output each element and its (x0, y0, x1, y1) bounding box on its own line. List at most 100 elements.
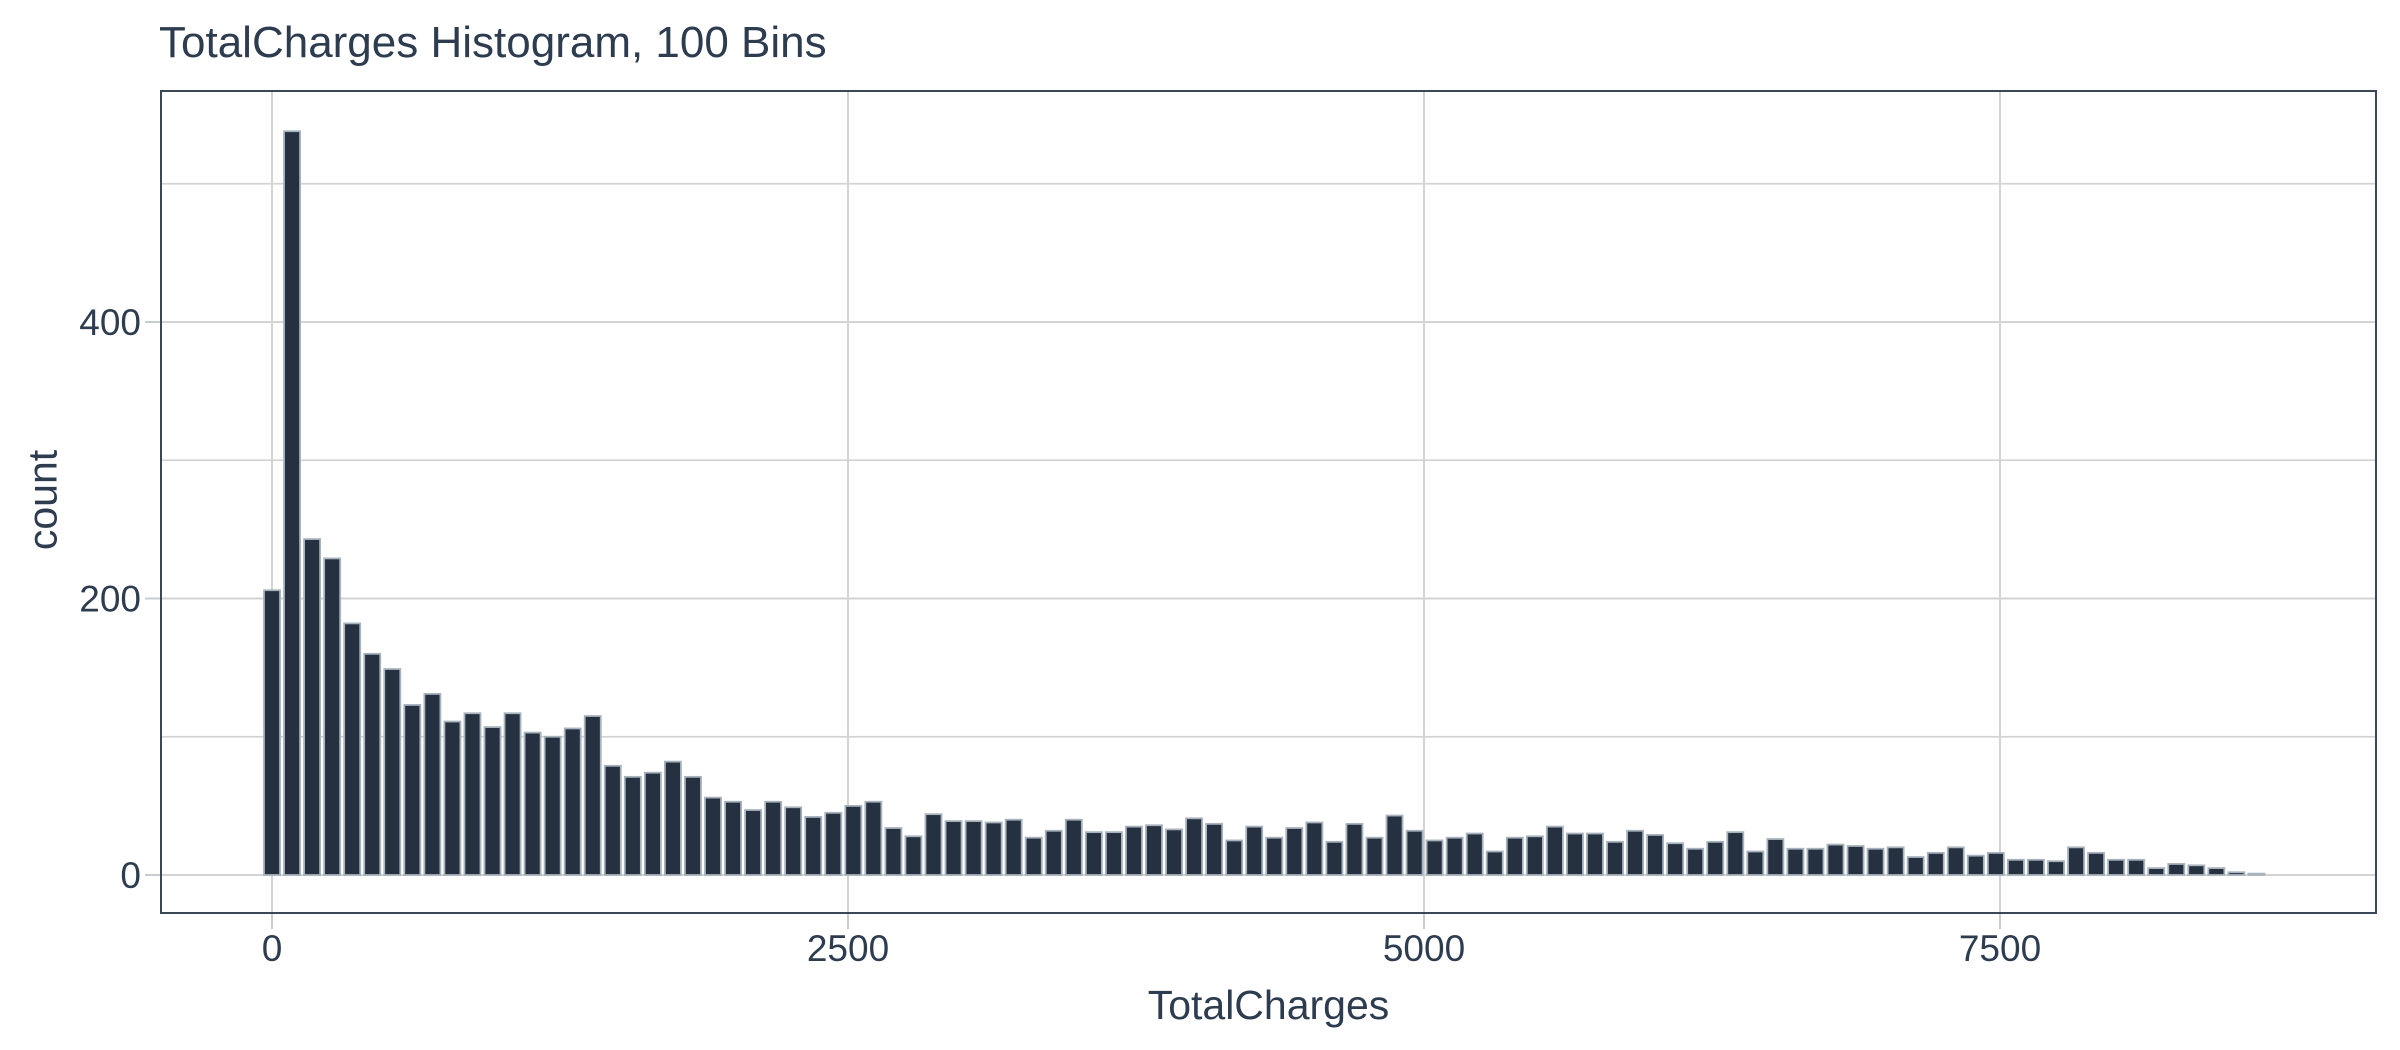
histogram-bar (864, 800, 883, 876)
histogram-bar (2047, 860, 2065, 876)
y-axis-title: count (19, 449, 66, 551)
histogram-bar (1726, 831, 1745, 876)
histogram-bar (1084, 831, 1103, 876)
histogram-bar (623, 775, 642, 876)
histogram-bar (944, 820, 963, 876)
histogram-bar (1125, 825, 1143, 876)
histogram-bar (744, 809, 763, 876)
x-axis-title: TotalCharges (1147, 982, 1390, 1028)
y-tick-label: 200 (79, 579, 141, 620)
histogram-bar (884, 827, 903, 876)
x-tick-label: 5000 (1383, 928, 1465, 969)
histogram-bar (503, 712, 522, 876)
histogram-bar (904, 835, 923, 876)
histogram-bar (643, 771, 662, 876)
histogram-bar (363, 652, 382, 876)
histogram-bar (1245, 825, 1264, 876)
x-tick-label: 7500 (1959, 928, 2041, 969)
histogram-bar (463, 712, 482, 876)
histogram-bar (824, 811, 843, 876)
histogram-bar (1646, 834, 1665, 876)
histogram-bar (1165, 828, 1183, 876)
histogram-bar (1004, 818, 1023, 876)
histogram-bar (1886, 846, 1905, 876)
histogram-bar (1926, 851, 1945, 876)
panel-border (160, 90, 2377, 914)
histogram-bar (2227, 871, 2246, 876)
y-tick-label: 400 (79, 302, 141, 343)
histogram-bar (1445, 836, 1464, 876)
histogram-bar (704, 796, 722, 876)
histogram-bar (423, 692, 442, 876)
histogram-bar (1044, 829, 1063, 876)
histogram-bar (1866, 847, 1885, 876)
histogram-bar (1145, 824, 1163, 876)
histogram-bar (764, 800, 783, 876)
histogram-bar (1325, 840, 1344, 876)
histogram-bar (603, 764, 622, 876)
histogram-bar (1545, 825, 1564, 876)
histogram-bar (1626, 829, 1644, 876)
histogram-bar (263, 589, 281, 876)
histogram-bar (664, 760, 682, 876)
histogram-bar (1686, 847, 1705, 876)
histogram-bar (804, 816, 823, 876)
histogram-bar (583, 715, 602, 876)
histogram-bar (2147, 867, 2166, 876)
histogram-bar (2007, 858, 2025, 876)
histogram-bar (1104, 831, 1123, 876)
histogram-bar (984, 821, 1003, 876)
histogram-bar (1586, 832, 1604, 876)
histogram-bar (1205, 822, 1224, 876)
histogram-bar (1385, 814, 1404, 876)
histogram-bar (523, 731, 542, 876)
histogram-bar (303, 538, 322, 876)
x-tick-label: 0 (262, 928, 283, 969)
histogram-bar (1345, 822, 1364, 876)
x-tick-label: 2500 (807, 928, 889, 969)
histogram-bar (383, 668, 402, 876)
histogram-bar (1225, 839, 1244, 876)
histogram-bar (924, 813, 943, 876)
histogram-bar (1265, 836, 1284, 876)
histogram-bar (1525, 835, 1544, 876)
histogram-bar (1766, 838, 1785, 876)
histogram-bar (283, 130, 301, 876)
chart-title: TotalCharges Histogram, 100 Bins (159, 18, 827, 67)
histogram-bar (2027, 858, 2045, 876)
histogram-bar (2207, 867, 2226, 876)
histogram-bar (784, 806, 803, 876)
histogram-bar (844, 804, 863, 876)
histogram-bar (1485, 850, 1504, 876)
histogram-bar (1786, 847, 1805, 876)
histogram-bar (1405, 829, 1424, 876)
histogram-bar (1185, 817, 1204, 876)
histogram-bar (1505, 836, 1524, 876)
histogram-bar (1606, 840, 1624, 876)
histogram-bar (1826, 843, 1845, 876)
histogram-bar (563, 727, 582, 876)
histogram-bar (483, 726, 502, 876)
histogram-bar (1746, 850, 1765, 876)
y-tick-label: 0 (120, 855, 141, 896)
histogram-bar (1566, 832, 1584, 876)
histogram-bar (2067, 846, 2085, 876)
histogram-bar (1906, 856, 1925, 876)
histogram-bar (403, 704, 422, 876)
histogram-bar (1846, 845, 1865, 876)
histogram-bar (1666, 842, 1685, 876)
histogram-bar (1946, 846, 1965, 876)
histogram-bar (2187, 864, 2206, 876)
histogram-bar (1706, 840, 1725, 876)
histogram-bar (1425, 839, 1444, 876)
histogram-bar (2087, 851, 2106, 876)
histogram-bar (2127, 858, 2146, 876)
histogram-bar (684, 775, 702, 876)
histogram-bar (1064, 818, 1083, 876)
histogram-bar (1986, 851, 2005, 876)
histogram-bar (443, 720, 462, 876)
histogram-bar (1966, 854, 1985, 876)
histogram-bar (2247, 872, 2266, 876)
histogram-bar (323, 557, 342, 876)
